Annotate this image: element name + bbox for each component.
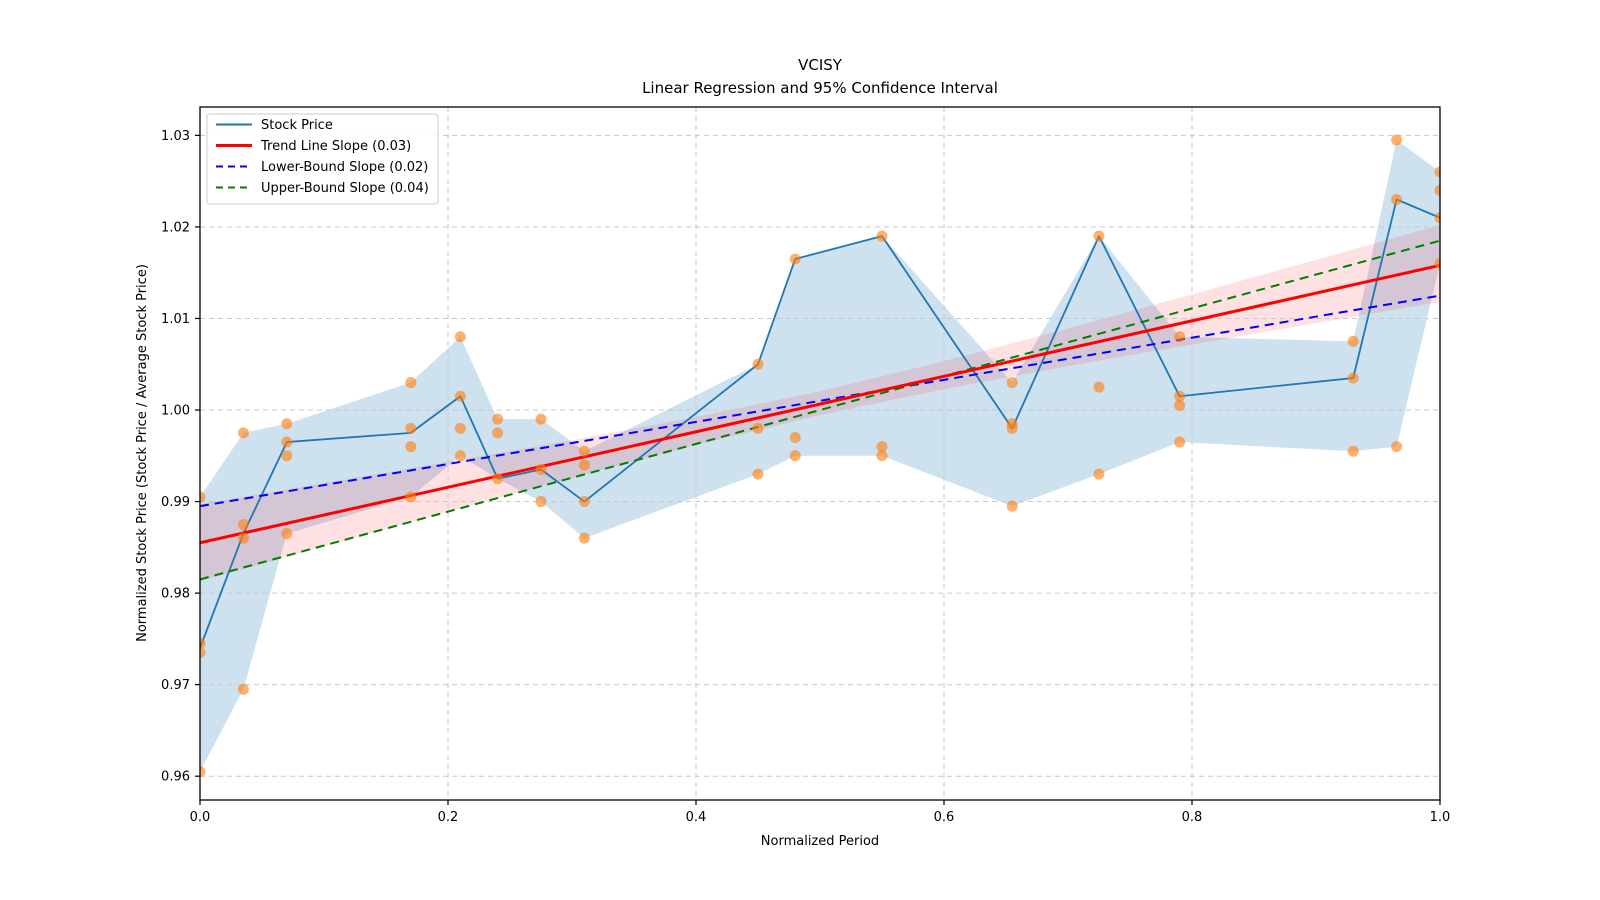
legend-box bbox=[206, 113, 439, 205]
legend: Stock Price Trend Line Slope (0.03) Lower-… bbox=[206, 113, 439, 205]
scatter-point bbox=[1174, 390, 1186, 402]
scatter-point bbox=[492, 413, 504, 425]
scatter-point bbox=[237, 683, 249, 695]
scatter-point bbox=[405, 422, 417, 434]
x-tick-label: 0.8 bbox=[1182, 810, 1203, 825]
confidence-bands-layer bbox=[200, 139, 1440, 772]
scatter-point bbox=[454, 422, 466, 434]
scatter-point bbox=[237, 427, 249, 439]
scatter-point bbox=[405, 441, 417, 453]
legend-item-label: Stock Price bbox=[261, 118, 333, 133]
scatter-point bbox=[1434, 184, 1440, 196]
x-tick-label: 0.0 bbox=[190, 810, 211, 825]
stock-price-range-band bbox=[200, 139, 1440, 772]
scatter-point bbox=[237, 518, 249, 530]
y-tick-label: 1.00 bbox=[161, 404, 190, 419]
scatter-point bbox=[237, 532, 249, 544]
scatter-point bbox=[752, 468, 764, 480]
x-tick-label: 0.4 bbox=[686, 810, 707, 825]
scatter-point bbox=[454, 331, 466, 343]
y-tick-label: 1.02 bbox=[161, 220, 190, 235]
scatter-point bbox=[492, 473, 504, 485]
scatter-point bbox=[405, 377, 417, 389]
scatter-point bbox=[1006, 500, 1018, 512]
scatter-point bbox=[535, 464, 547, 476]
scatter-point bbox=[1434, 258, 1440, 270]
scatter-point bbox=[200, 491, 206, 503]
series-layer bbox=[200, 134, 1440, 778]
scatter-point bbox=[1174, 399, 1186, 411]
scatter-point bbox=[1006, 418, 1018, 430]
y-axis-label: Normalized Stock Price (Stock Price / Av… bbox=[135, 264, 150, 642]
scatter-point bbox=[578, 532, 590, 544]
scatter-point bbox=[1434, 166, 1440, 178]
scatter-point bbox=[405, 491, 417, 503]
scatter-point bbox=[454, 390, 466, 402]
scatter-point bbox=[1434, 212, 1440, 224]
scatter-point bbox=[876, 441, 888, 453]
scatter-point bbox=[1391, 193, 1403, 205]
y-tick-label: 1.03 bbox=[161, 129, 190, 144]
scatter-point bbox=[1391, 134, 1403, 146]
axes-layer: 0.0 0.2 0.4 0.6 0.8 1.0 0.96 0.97 0.98 0.99 1.00 1.… bbox=[161, 106, 1451, 825]
scatter-point bbox=[1347, 445, 1359, 457]
scatter-point bbox=[789, 253, 801, 265]
y-tick-label: 0.99 bbox=[161, 495, 190, 510]
scatter-point bbox=[535, 496, 547, 508]
y-tick-label: 0.96 bbox=[161, 770, 190, 785]
chart-subtitle: Linear Regression and 95% Confidence Int… bbox=[642, 79, 998, 97]
scatter-point bbox=[789, 450, 801, 462]
plot-frame bbox=[199, 106, 1441, 801]
scatter-point bbox=[281, 418, 293, 430]
scatter-point bbox=[281, 436, 293, 448]
scatter-point bbox=[876, 230, 888, 242]
scatter-point bbox=[578, 445, 590, 457]
x-tick-label: 1.0 bbox=[1430, 810, 1451, 825]
chart-title: VCISY bbox=[798, 56, 843, 74]
scatter-point bbox=[752, 358, 764, 370]
x-tick-label: 0.2 bbox=[438, 810, 459, 825]
scatter-point bbox=[200, 766, 206, 778]
scatter-point bbox=[492, 427, 504, 439]
legend-item-label: Trend Line Slope (0.03) bbox=[260, 139, 411, 154]
scatter-point bbox=[876, 450, 888, 462]
scatter-point bbox=[281, 528, 293, 540]
scatter-point bbox=[1347, 372, 1359, 384]
y-tick-label: 0.98 bbox=[161, 587, 190, 602]
scatter-point bbox=[200, 637, 206, 649]
upper-bound-line bbox=[200, 239, 1440, 581]
scatter-point bbox=[1174, 331, 1186, 343]
legend-item-label: Upper-Bound Slope (0.04) bbox=[261, 181, 429, 196]
x-tick-label: 0.6 bbox=[934, 810, 955, 825]
scatter-point bbox=[281, 450, 293, 462]
scatter-point bbox=[535, 413, 547, 425]
scatter-point bbox=[1391, 441, 1403, 453]
legend-item-label: Lower-Bound Slope (0.02) bbox=[261, 160, 428, 175]
scatter-point bbox=[789, 431, 801, 443]
scatter-point bbox=[1093, 381, 1105, 393]
scatter-point bbox=[1006, 377, 1018, 389]
y-tick-label: 1.01 bbox=[161, 312, 190, 327]
scatter-point bbox=[1174, 436, 1186, 448]
scatter-point bbox=[200, 647, 206, 659]
scatter-point bbox=[454, 450, 466, 462]
scatter-point bbox=[1347, 335, 1359, 347]
x-axis-label: Normalized Period bbox=[761, 834, 879, 849]
scatter-point bbox=[1093, 230, 1105, 242]
scatter-point bbox=[1093, 468, 1105, 480]
scatter-point bbox=[752, 422, 764, 434]
scatter-point bbox=[578, 496, 590, 508]
y-tick-label: 0.97 bbox=[161, 678, 190, 693]
scatter-point bbox=[578, 459, 590, 471]
